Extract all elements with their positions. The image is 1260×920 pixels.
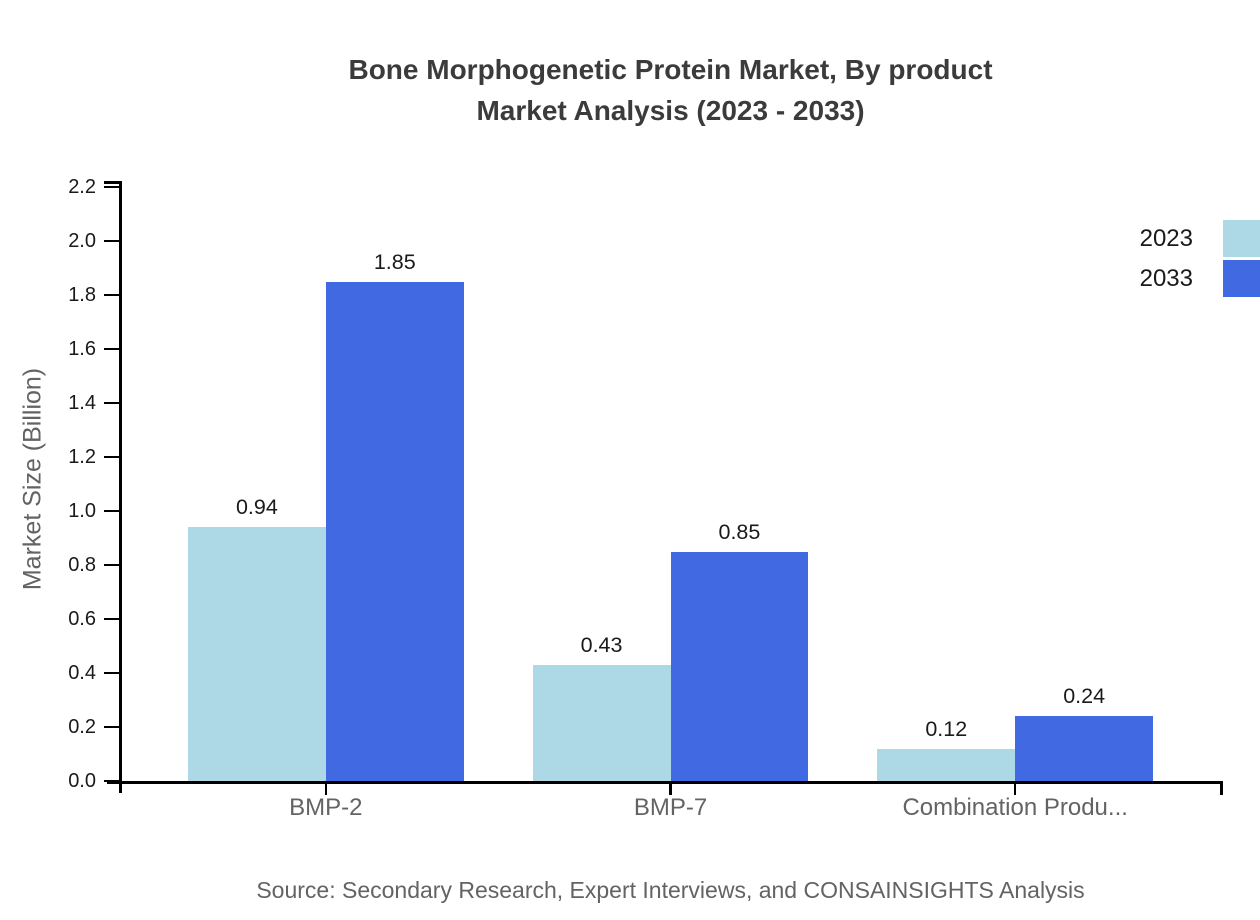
y-tick-0.0: [104, 779, 119, 783]
bar-2023-Combination Produ...: [877, 748, 1016, 781]
y-tick-label-0.8: 0.8: [68, 554, 96, 576]
y-tick-1.6: [104, 347, 119, 351]
y-tick-label-0.0: 0.0: [68, 770, 96, 792]
y-tick-2.2: [104, 185, 119, 189]
bar-2033-BMP-7: [670, 551, 809, 781]
x-tick-BMP-2: [324, 781, 328, 795]
y-tick-label-0.6: 0.6: [68, 608, 96, 630]
y-axis-title: Market Size (Billion): [18, 367, 47, 591]
y-tick-0.8: [104, 563, 119, 567]
y-tick-label-1.0: 1.0: [68, 500, 96, 522]
y-tick-0.6: [104, 617, 119, 621]
y-tick-1.0: [104, 509, 119, 513]
bar-value-2023-BMP-7: 0.43: [580, 632, 623, 657]
y-tick-label-1.6: 1.6: [68, 338, 96, 360]
y-tick-1.4: [104, 401, 119, 405]
legend-swatch-2023: [1223, 220, 1260, 257]
bar-value-2023-BMP-2: 0.94: [235, 495, 278, 520]
bar-2033-BMP-2: [325, 281, 464, 781]
bar-value-2033-BMP-7: 0.85: [718, 519, 761, 544]
y-tick-1.8: [104, 293, 119, 297]
y-tick-label-0.4: 0.4: [68, 662, 96, 684]
chart-legend: 2023 2033: [1140, 220, 1260, 300]
x-tick-BMP-7: [669, 781, 672, 795]
y-tick-2.0: [104, 239, 119, 243]
x-axis-line: [107, 781, 1222, 784]
y-tick-label-1.8: 1.8: [68, 284, 96, 306]
x-tick-label-Combination Produ...: Combination Produ...: [902, 794, 1128, 821]
x-tick-label-BMP-2: BMP-2: [289, 794, 363, 821]
y-tick-label-2.0: 2.0: [68, 230, 96, 252]
legend-row-2033: 2033: [1140, 260, 1260, 297]
legend-label-2033: 2033: [1139, 264, 1193, 292]
y-axis-top-cap: [104, 181, 121, 184]
chart-title-line-1: Bone Morphogenetic Protein Market, By pr…: [348, 54, 993, 85]
y-tick-0.2: [104, 725, 119, 729]
y-axis-line: [119, 181, 122, 793]
bar-2023-BMP-7: [532, 664, 671, 781]
bar-2023-BMP-2: [187, 527, 326, 781]
x-axis-end-cap: [1220, 781, 1223, 795]
y-tick-label-0.2: 0.2: [68, 716, 96, 738]
bar-value-2033-BMP-2: 1.85: [373, 249, 416, 274]
y-tick-label-1.4: 1.4: [68, 392, 96, 414]
y-tick-1.2: [104, 455, 119, 459]
y-tick-label-1.2: 1.2: [68, 446, 96, 468]
source-note: Source: Secondary Research, Expert Inter…: [256, 877, 1085, 903]
x-tick-label-BMP-7: BMP-7: [633, 794, 708, 821]
legend-label-2023: 2023: [1139, 224, 1193, 252]
chart-title-line-2: Market Analysis (2023 - 2033): [476, 95, 865, 126]
x-tick-Combination Produ...: [1013, 781, 1017, 795]
legend-swatch-2033: [1223, 260, 1260, 297]
chart-title: Bone Morphogenetic Protein Market, By pr…: [119, 49, 1222, 131]
bar-value-2033-Combination Produ...: 0.24: [1063, 684, 1106, 709]
y-tick-0.4: [104, 671, 119, 675]
bar-2033-Combination Produ...: [1015, 716, 1154, 781]
legend-row-2023: 2023: [1140, 220, 1260, 257]
bar-value-2023-Combination Produ...: 0.12: [925, 716, 968, 741]
y-tick-label-2.2: 2.2: [68, 176, 96, 198]
